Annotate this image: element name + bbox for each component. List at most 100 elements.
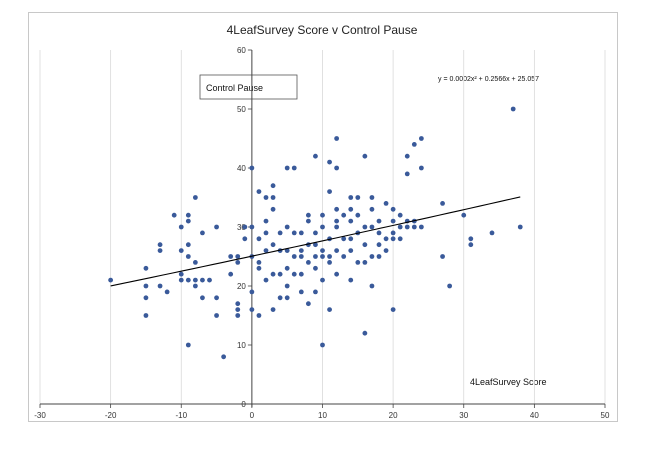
data-point — [327, 307, 332, 312]
x-tick-label: -20 — [105, 411, 117, 420]
data-point — [256, 236, 262, 242]
data-point — [355, 212, 361, 218]
data-point — [143, 313, 149, 318]
data-point — [284, 283, 290, 289]
x-tick-label: 0 — [250, 411, 255, 420]
data-point — [362, 260, 368, 265]
y-tick-label: 50 — [237, 105, 246, 114]
x-tick-label: 40 — [530, 411, 539, 420]
data-point — [468, 242, 474, 248]
data-point — [270, 307, 276, 312]
data-point — [143, 295, 149, 301]
data-point — [313, 153, 318, 159]
data-point — [242, 236, 248, 242]
data-point — [418, 165, 424, 171]
data-point — [284, 165, 290, 171]
data-point — [440, 201, 445, 206]
data-point — [200, 277, 205, 283]
data-point — [397, 212, 403, 218]
data-point — [327, 159, 332, 165]
data-point — [185, 242, 191, 248]
data-point — [228, 254, 234, 259]
data-point — [383, 201, 389, 206]
data-point — [192, 260, 198, 265]
data-point — [214, 313, 219, 318]
data-point — [256, 189, 262, 195]
data-point — [418, 136, 424, 141]
data-point — [397, 236, 403, 242]
data-point — [298, 289, 304, 295]
data-point — [327, 260, 332, 265]
data-point — [320, 277, 325, 283]
data-points — [108, 106, 523, 360]
data-point — [235, 307, 241, 312]
x-tick-label: -30 — [34, 411, 46, 420]
data-point — [256, 265, 262, 271]
data-point — [164, 289, 170, 295]
data-point — [263, 248, 269, 254]
data-point — [404, 153, 410, 159]
data-point — [320, 254, 325, 259]
data-point — [185, 212, 191, 218]
data-point — [447, 283, 453, 289]
data-point — [320, 212, 325, 218]
data-point — [376, 230, 382, 236]
data-point — [270, 195, 276, 200]
trendline-path — [110, 196, 521, 287]
data-point — [411, 142, 417, 147]
data-point — [376, 218, 382, 224]
data-point — [320, 248, 325, 254]
y-tick-label: 40 — [237, 164, 246, 173]
data-point — [510, 106, 516, 112]
data-point — [341, 212, 347, 218]
data-point — [235, 313, 241, 318]
x-axis-label: 4LeafSurvey Score — [470, 377, 547, 387]
data-point — [256, 260, 262, 265]
data-point — [185, 218, 191, 224]
data-point — [298, 271, 304, 277]
data-point — [249, 224, 255, 230]
data-point — [200, 295, 205, 301]
x-tick-label: 30 — [459, 411, 468, 420]
data-point — [313, 242, 318, 248]
data-point — [284, 224, 290, 230]
data-point — [348, 236, 354, 242]
data-point — [277, 271, 283, 277]
data-point — [369, 195, 375, 200]
data-point — [214, 224, 219, 230]
data-point — [291, 271, 297, 277]
trendline — [110, 196, 521, 287]
data-point — [397, 224, 403, 230]
data-point — [171, 212, 177, 218]
data-point — [242, 224, 248, 230]
y-tick-label: 0 — [241, 400, 246, 409]
data-point — [263, 195, 269, 200]
data-point — [305, 260, 311, 265]
data-point — [256, 313, 262, 318]
data-point — [461, 212, 467, 218]
data-point — [291, 230, 297, 236]
data-point — [249, 289, 255, 295]
data-point — [192, 283, 198, 289]
data-point — [383, 236, 389, 242]
data-point — [334, 271, 340, 277]
chart-title: 4LeafSurvey Score v Control Pause — [227, 23, 418, 37]
data-point — [348, 218, 354, 224]
data-point — [298, 254, 304, 259]
data-point — [334, 224, 340, 230]
data-point — [305, 218, 311, 224]
data-point — [355, 260, 361, 265]
data-point — [277, 230, 283, 236]
data-point — [284, 265, 290, 271]
data-point — [185, 254, 191, 259]
data-point — [143, 283, 149, 289]
data-point — [270, 271, 276, 277]
data-point — [200, 230, 205, 236]
data-point — [376, 242, 382, 248]
tick-labels: -30 -20 -10 0 10 20 30 40 50 0 10 20 30 40 50 60 — [34, 46, 610, 420]
data-point — [235, 260, 241, 265]
data-point — [313, 230, 318, 236]
data-point — [305, 212, 311, 218]
data-point — [348, 195, 354, 200]
